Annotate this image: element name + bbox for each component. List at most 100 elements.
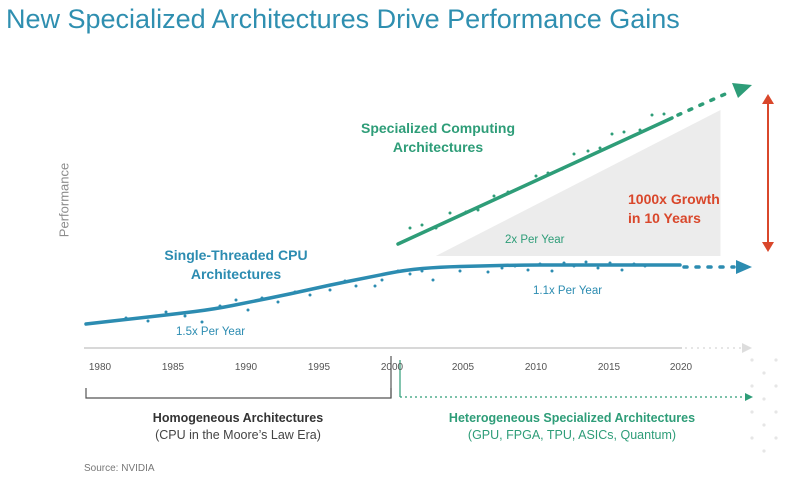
era-heterogeneous: Heterogeneous Specialized Architectures …	[432, 410, 712, 444]
cpu-series-label-line1: Single-Threaded CPU	[164, 247, 308, 263]
cpu-series-label-line2: Architectures	[190, 266, 282, 282]
rate-label-cpu-late: 1.1x Per Year	[533, 285, 603, 297]
cpu-series-line	[84, 263, 682, 326]
specialized-data-point	[546, 171, 550, 175]
growth-arrow-up	[762, 94, 774, 104]
rate-label-specialized: 2x Per Year	[505, 234, 565, 246]
cpu-data-point	[572, 264, 576, 268]
decor-dot	[750, 436, 754, 440]
x-tick-label: 1995	[307, 362, 331, 373]
cpu-data-point	[183, 314, 187, 318]
cpu-data-point	[234, 298, 238, 302]
chart-title: New Specialized Architectures Drive Perf…	[6, 4, 680, 34]
era-heterogeneous-title: Heterogeneous Specialized Architectures	[448, 411, 696, 425]
cpu-data-point	[596, 266, 600, 270]
specialized-data-point	[560, 167, 564, 171]
specialized-data-point	[622, 130, 626, 134]
cpu-data-point	[146, 319, 150, 323]
cpu-data-point	[458, 269, 462, 273]
cpu-data-point	[472, 264, 476, 268]
cpu-data-point	[164, 310, 168, 314]
cpu-data-point	[620, 268, 624, 272]
specialized-data-point	[448, 211, 452, 215]
specialized-series-label-line2: Architectures	[392, 139, 484, 155]
x-tick-label: 2020	[669, 362, 693, 373]
x-axis-arrow	[742, 343, 752, 353]
cpu-data-point	[584, 260, 588, 264]
specialized-data-point	[638, 128, 642, 132]
decor-dot	[762, 371, 766, 375]
specialized-data-point	[506, 190, 510, 194]
growth-annotation-line2: in 10 Years	[628, 210, 701, 226]
decor-dot	[762, 397, 766, 401]
cpu-data-point	[380, 278, 384, 282]
specialized-data-point	[518, 186, 522, 190]
cpu-data-point	[443, 265, 447, 269]
specialized-data-point	[420, 223, 424, 227]
era-homogeneous-title: Homogeneous Architectures	[152, 411, 324, 425]
specialized-data-point	[610, 132, 614, 136]
specialized-series-label: Specialized Computing Architectures	[350, 119, 526, 157]
cpu-data-point	[364, 276, 368, 280]
cpu-data-point	[513, 264, 517, 268]
decor-dot	[762, 423, 766, 427]
cpu-data-point	[408, 272, 412, 276]
cpu-data-point	[276, 300, 280, 304]
cpu-data-point	[124, 316, 128, 320]
era-heterogeneous-subtitle: (GPU, FPGA, TPU, ASICs, Quantum)	[467, 428, 677, 442]
specialized-series-projection	[676, 89, 734, 117]
cpu-data-point	[316, 286, 320, 290]
cpu-data-point	[328, 288, 332, 292]
cpu-data-point	[260, 296, 264, 300]
decor-dot	[762, 449, 766, 453]
cpu-data-point	[608, 261, 612, 265]
decor-dot	[774, 436, 778, 440]
decor-dot	[774, 384, 778, 388]
decor-dot	[750, 358, 754, 362]
specialized-data-point	[434, 226, 438, 230]
cpu-series-label: Single-Threaded CPU Architectures	[156, 246, 316, 284]
cpu-data-point	[538, 262, 542, 266]
specialized-data-point	[572, 152, 576, 156]
source-note: Source: NVIDIA	[84, 463, 155, 474]
specialized-series-label-line1: Specialized Computing	[360, 120, 515, 136]
specialized-data-point	[464, 210, 468, 214]
rate-label-cpu-early: 1.5x Per Year	[176, 326, 246, 338]
cpu-data-point	[396, 269, 400, 273]
specialized-data-point	[650, 113, 654, 117]
x-tick-label: 2010	[524, 362, 548, 373]
cpu-data-point	[246, 308, 250, 312]
specialized-series-arrow	[732, 83, 752, 98]
x-tick-label: 2000	[380, 362, 404, 373]
cpu-data-point	[632, 262, 636, 266]
cpu-data-point	[643, 264, 647, 268]
cpu-data-point	[420, 269, 424, 273]
x-tick-label: 1990	[234, 362, 258, 373]
x-tick-label: 2015	[597, 362, 621, 373]
decor-dot	[750, 384, 754, 388]
cpu-data-point	[373, 284, 377, 288]
cpu-data-point	[431, 278, 435, 282]
specialized-data-point	[534, 174, 538, 178]
growth-arrow-down	[762, 242, 774, 252]
cpu-data-point	[343, 279, 347, 283]
specialized-data-point	[598, 146, 602, 150]
era-bracket-arrow	[745, 393, 753, 401]
specialized-data-point	[662, 112, 666, 116]
growth-annotation: 1000x Growth in 10 Years	[628, 190, 748, 228]
cpu-data-point	[526, 268, 530, 272]
growth-annotation-line1: 1000x Growth	[628, 191, 720, 207]
era-homogeneous: Homogeneous Architectures (CPU in the Mo…	[118, 410, 358, 444]
specialized-series-line	[396, 116, 674, 246]
decor-dot	[774, 410, 778, 414]
decor-dot	[774, 358, 778, 362]
cpu-data-point	[562, 261, 566, 265]
cpu-series-arrow	[736, 260, 752, 274]
cpu-data-point	[308, 293, 312, 297]
cpu-data-point	[486, 270, 490, 274]
cpu-data-point	[293, 290, 297, 294]
specialized-data-point	[476, 208, 480, 212]
era-bracket-homogeneous	[85, 388, 392, 399]
x-tick-label: 2005	[451, 362, 475, 373]
